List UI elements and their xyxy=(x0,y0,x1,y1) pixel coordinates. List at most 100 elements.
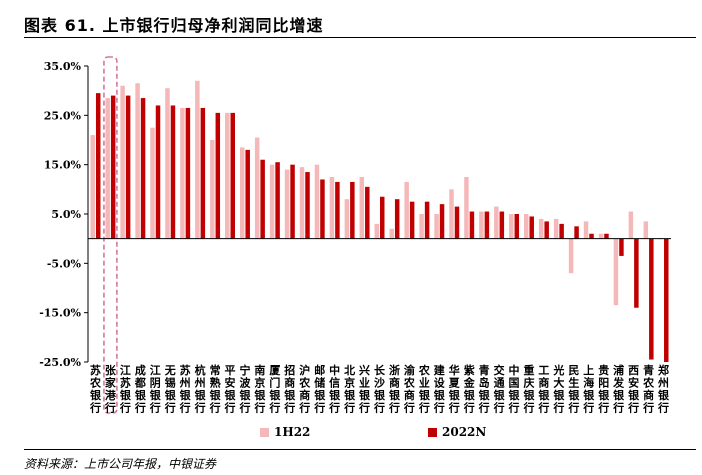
legend-swatch-2022n xyxy=(428,427,437,437)
bar-2022n xyxy=(499,211,505,239)
bar-2022n xyxy=(619,238,624,256)
bar-1h22 xyxy=(105,98,110,239)
legend-label-2022n: 2022N xyxy=(442,425,487,439)
bar-1h22 xyxy=(150,127,155,239)
x-category-label: 宁波银行 xyxy=(238,363,251,415)
source-note: 资料来源：上市公司年报，中银证券 xyxy=(24,457,217,471)
bar-2022n xyxy=(335,181,340,239)
bar-2022n xyxy=(185,107,191,239)
bar-1h22 xyxy=(449,189,454,239)
bar-1h22 xyxy=(509,214,514,239)
bar-2022n xyxy=(469,211,475,239)
bar-1h22 xyxy=(389,228,394,239)
bar-1h22 xyxy=(180,107,185,239)
bar-2022n xyxy=(125,95,131,239)
bar-1h22 xyxy=(239,147,245,239)
bar-2022n xyxy=(649,238,654,360)
x-category-label: 青岛银行 xyxy=(478,363,491,415)
x-category-label: 紫金银行 xyxy=(463,363,476,415)
bar-2022n xyxy=(320,179,325,239)
x-category-label: 江苏银行 xyxy=(119,363,132,415)
x-category-label: 苏农银行 xyxy=(89,363,102,415)
x-category-label: 浙商银行 xyxy=(388,363,401,415)
x-category-label: 中信银行 xyxy=(328,363,341,415)
x-category-label: 北京银行 xyxy=(343,363,356,415)
bar-1h22 xyxy=(374,223,379,239)
bar-1h22 xyxy=(120,85,125,239)
bar-2022n xyxy=(170,105,176,239)
bar-2022n xyxy=(140,98,146,239)
bar-2022n xyxy=(95,93,101,239)
y-tick-label: 25.0% xyxy=(44,109,82,122)
bar-2022n xyxy=(439,204,445,239)
x-category-label: 沪农商行 xyxy=(298,363,310,415)
bar-1h22 xyxy=(344,199,350,239)
bar-1h22 xyxy=(598,233,604,239)
bar-2022n xyxy=(200,107,206,239)
bar-1h22 xyxy=(568,238,574,274)
bar-1h22 xyxy=(269,164,275,239)
bar-1h22 xyxy=(553,218,559,239)
bar-1h22 xyxy=(538,218,544,239)
bar-1h22 xyxy=(583,221,589,239)
bar-2022n xyxy=(110,95,116,239)
bar-2022n xyxy=(514,214,520,239)
bar-2022n xyxy=(275,162,280,239)
y-tick-label: 5.0% xyxy=(51,208,81,221)
x-category-label: 兴业银行 xyxy=(358,363,371,415)
x-category-label: 招商银行 xyxy=(283,363,296,415)
bar-2022n xyxy=(290,164,295,239)
bar-1h22 xyxy=(135,83,140,239)
x-category-label: 苏州银行 xyxy=(179,363,192,415)
x-category-label: 中国银行 xyxy=(508,363,521,415)
bar-chart: 35.0% 25.0% 15.0% 5.0% -5.0% -15.0% -25.0% 苏农银行… xyxy=(39,56,671,415)
legend-item-1h22: 1H22 xyxy=(260,425,310,439)
x-category-label: 张家港行 xyxy=(104,363,117,415)
chart-legend: 1H22 2022N xyxy=(0,425,702,443)
bar-1h22 xyxy=(359,177,365,239)
bar-1h22 xyxy=(195,80,200,239)
bar-1h22 xyxy=(524,214,529,239)
bar-1h22 xyxy=(464,177,469,239)
x-category-label: 华夏银行 xyxy=(448,363,461,415)
bar-1h22 xyxy=(329,177,335,239)
x-category-label: 厦门银行 xyxy=(268,364,281,415)
x-category-label: 建设银行 xyxy=(433,363,446,415)
bar-1h22 xyxy=(210,140,215,239)
x-category-label: 成都银行 xyxy=(134,363,147,415)
x-category-label: 江阴银行 xyxy=(149,363,162,415)
y-tick-label: 15.0% xyxy=(44,159,82,172)
x-category-label: 上海银行 xyxy=(582,363,595,415)
y-tick-label: -15.0% xyxy=(39,307,81,320)
x-category-label: 光大银行 xyxy=(552,363,565,415)
bar-2022n xyxy=(634,238,639,308)
bar-1h22 xyxy=(628,211,634,239)
x-category-label: 杭州银行 xyxy=(194,363,207,415)
bar-1h22 xyxy=(299,167,305,239)
bar-1h22 xyxy=(225,112,230,239)
x-category-label: 南京银行 xyxy=(253,363,266,415)
x-category-label: 西安银行 xyxy=(627,364,640,415)
y-tick-label: -5.0% xyxy=(47,257,82,270)
bar-2022n xyxy=(424,201,430,239)
bar-1h22 xyxy=(314,164,320,239)
bar-2022n xyxy=(409,201,415,239)
y-tick-label: 35.0% xyxy=(44,60,82,73)
bar-2022n xyxy=(544,221,549,239)
bar-1h22 xyxy=(90,135,95,239)
x-category-label: 浦发银行 xyxy=(612,363,625,415)
x-category-label: 贵阳银行 xyxy=(597,363,610,415)
bar-2022n xyxy=(230,112,235,239)
bar-2022n xyxy=(484,211,490,239)
bar-1h22 xyxy=(284,169,290,239)
source-rule xyxy=(24,449,696,450)
bar-2022n xyxy=(394,199,400,239)
bar-1h22 xyxy=(643,221,649,239)
bar-2022n xyxy=(529,216,534,239)
bar-2022n xyxy=(589,233,594,239)
bar-2022n xyxy=(454,206,460,239)
figure-title: 图表 61. 上市银行归母净利润同比增速 xyxy=(24,16,324,35)
x-category-label: 平安银行 xyxy=(224,364,237,415)
x-category-label: 长沙银行 xyxy=(373,363,386,415)
bar-2022n xyxy=(604,233,609,239)
